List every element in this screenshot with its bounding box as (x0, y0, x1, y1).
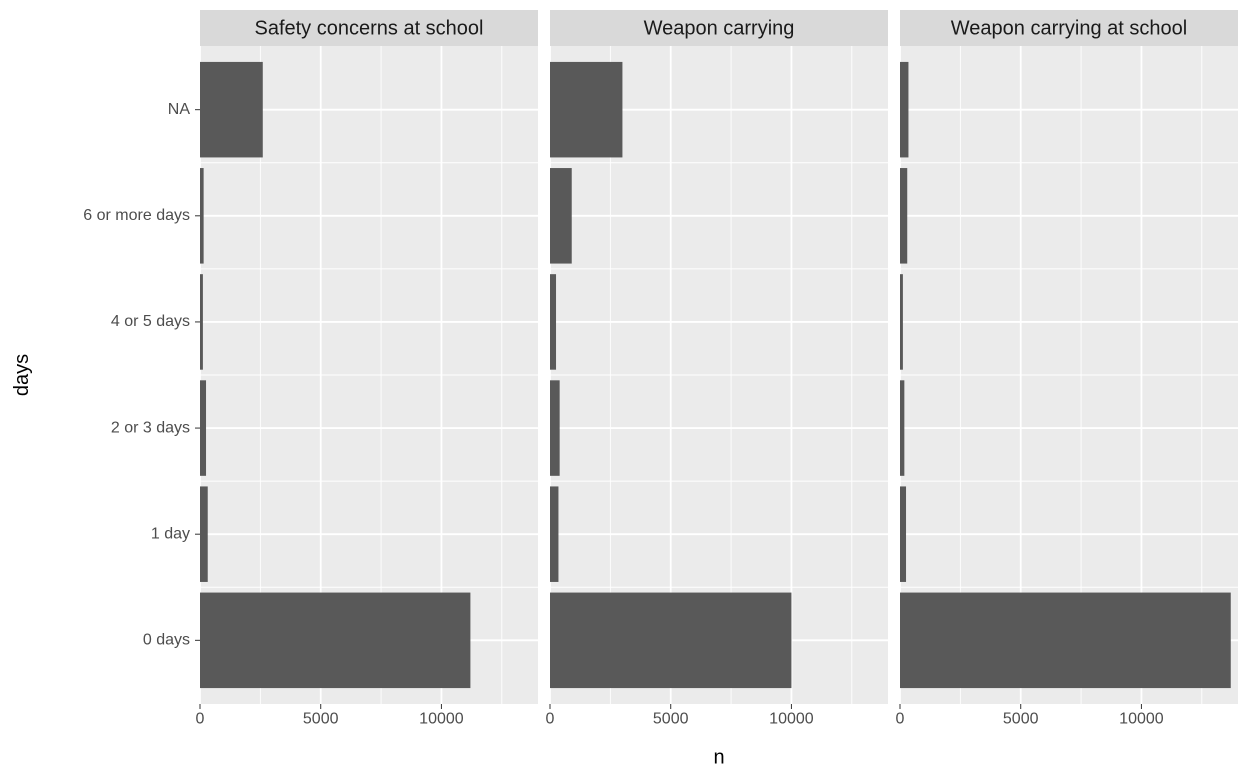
bar (550, 168, 572, 264)
x-tick-label: 0 (546, 710, 555, 727)
x-tick-label: 10000 (1119, 710, 1164, 727)
bar (550, 274, 556, 370)
bar (550, 593, 791, 689)
y-tick-label: 2 or 3 days (111, 419, 190, 436)
y-tick-label: 1 day (151, 525, 190, 542)
bar (550, 62, 622, 158)
chart-svg: Safety concerns at school 0 5000 10000 Weapo… (0, 0, 1248, 768)
y-tick-label: 6 or more days (83, 207, 190, 224)
bar (200, 486, 208, 582)
x-tick-label: 5000 (1003, 710, 1039, 727)
x-axis-title: n (713, 747, 724, 768)
x-tick-label: 0 (896, 710, 905, 727)
y-tick-label: 0 days (143, 632, 190, 649)
bar (900, 274, 903, 370)
faceted-bar-chart: Safety concerns at school 0 5000 10000 Weapo… (0, 0, 1248, 768)
bar (200, 593, 470, 689)
bar (200, 62, 263, 158)
bar (900, 380, 904, 476)
bar (200, 380, 206, 476)
bar (900, 486, 906, 582)
x-tick-label: 10000 (419, 710, 464, 727)
x-tick-label: 10000 (769, 710, 814, 727)
facet-strip-label: Weapon carrying (644, 17, 795, 39)
y-tick-label: NA (168, 101, 191, 118)
bar (900, 593, 1231, 689)
bar (550, 486, 558, 582)
x-tick-label: 5000 (303, 710, 339, 727)
bar (200, 274, 203, 370)
y-tick-label: 4 or 5 days (111, 313, 190, 330)
x-tick-label: 0 (196, 710, 205, 727)
bar (900, 62, 908, 158)
facet-strip-label: Weapon carrying at school (951, 17, 1187, 39)
bar (550, 380, 560, 476)
y-axis-title: days (11, 354, 33, 396)
x-tick-label: 5000 (653, 710, 689, 727)
bar (200, 168, 204, 264)
facet-strip-label: Safety concerns at school (254, 17, 483, 39)
bar (900, 168, 907, 264)
